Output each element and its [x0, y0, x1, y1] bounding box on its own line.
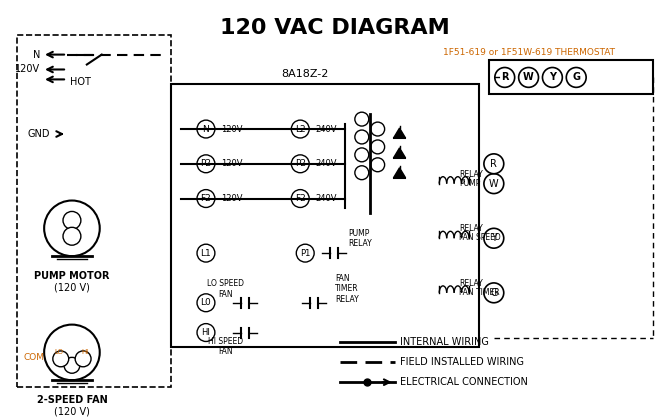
Text: Y: Y	[491, 233, 496, 243]
Circle shape	[484, 154, 504, 174]
Text: L2: L2	[295, 124, 306, 134]
Bar	[172, 84, 479, 347]
Text: W: W	[489, 178, 498, 189]
Polygon shape	[393, 168, 405, 178]
Text: R: R	[501, 72, 509, 83]
Circle shape	[291, 155, 309, 173]
Circle shape	[495, 67, 515, 87]
Text: GND: GND	[27, 129, 50, 139]
Circle shape	[296, 244, 314, 262]
Text: RELAY: RELAY	[459, 224, 483, 233]
Circle shape	[44, 325, 100, 380]
Circle shape	[197, 244, 215, 262]
Text: LO SPEED
FAN: LO SPEED FAN	[207, 279, 245, 299]
Text: F2: F2	[295, 194, 306, 203]
Text: F2: F2	[200, 194, 211, 203]
Text: ELECTRICAL CONNECTION: ELECTRICAL CONNECTION	[399, 377, 527, 387]
Text: HOT: HOT	[70, 78, 91, 88]
Text: N: N	[33, 49, 40, 59]
Circle shape	[75, 351, 91, 367]
Circle shape	[355, 112, 369, 126]
Polygon shape	[393, 148, 405, 158]
Bar	[17, 35, 172, 387]
Text: FAN SPEED: FAN SPEED	[459, 233, 501, 242]
Text: COM: COM	[23, 353, 44, 362]
Text: 240V: 240V	[315, 159, 336, 168]
Text: 1F51-619 or 1F51W-619 THERMOSTAT: 1F51-619 or 1F51W-619 THERMOSTAT	[443, 48, 614, 57]
Circle shape	[484, 228, 504, 248]
Text: 120V: 120V	[15, 65, 40, 75]
Circle shape	[291, 120, 309, 138]
Text: G: G	[572, 72, 580, 83]
Circle shape	[371, 158, 385, 172]
Text: 8A18Z-2: 8A18Z-2	[281, 70, 329, 80]
Circle shape	[197, 323, 215, 341]
Text: (120 V): (120 V)	[54, 407, 90, 417]
Circle shape	[566, 67, 586, 87]
Circle shape	[291, 190, 309, 207]
Text: FIELD INSTALLED WIRING: FIELD INSTALLED WIRING	[399, 357, 523, 367]
Text: (120 V): (120 V)	[54, 283, 90, 293]
Text: Y: Y	[549, 72, 556, 83]
Circle shape	[63, 212, 81, 229]
Circle shape	[53, 351, 69, 367]
Text: RELAY: RELAY	[459, 170, 483, 179]
Text: RELAY: RELAY	[459, 279, 483, 288]
Circle shape	[197, 190, 215, 207]
Text: 2-SPEED FAN: 2-SPEED FAN	[37, 395, 107, 405]
Text: R: R	[490, 159, 497, 169]
Circle shape	[355, 148, 369, 162]
Text: 120V: 120V	[221, 159, 243, 168]
Text: L1: L1	[200, 248, 211, 258]
Text: FAN TIMER: FAN TIMER	[459, 288, 500, 297]
Circle shape	[197, 120, 215, 138]
Text: HI: HI	[81, 349, 88, 355]
Circle shape	[63, 228, 81, 245]
Text: PUMP: PUMP	[459, 178, 480, 188]
Circle shape	[197, 155, 215, 173]
Circle shape	[64, 357, 80, 373]
Text: INTERNAL WIRING: INTERNAL WIRING	[399, 337, 488, 347]
Circle shape	[484, 174, 504, 194]
Text: 120 VAC DIAGRAM: 120 VAC DIAGRAM	[220, 18, 450, 38]
Bar	[489, 59, 653, 94]
Circle shape	[484, 283, 504, 303]
Text: L0: L0	[200, 298, 211, 307]
Polygon shape	[393, 128, 405, 138]
Text: PUMP MOTOR: PUMP MOTOR	[34, 271, 110, 281]
Text: P2: P2	[200, 159, 212, 168]
Circle shape	[543, 67, 562, 87]
Text: P1: P1	[300, 248, 310, 258]
Circle shape	[197, 294, 215, 312]
Text: PUMP
RELAY: PUMP RELAY	[348, 228, 372, 248]
Circle shape	[371, 122, 385, 136]
Text: P2: P2	[295, 159, 306, 168]
Text: HI SPEED
FAN: HI SPEED FAN	[208, 337, 243, 356]
Circle shape	[355, 130, 369, 144]
Text: 120V: 120V	[221, 194, 243, 203]
Circle shape	[519, 67, 539, 87]
Text: 240V: 240V	[315, 124, 336, 134]
Text: 120V: 120V	[221, 124, 243, 134]
Circle shape	[355, 166, 369, 180]
Text: LO: LO	[54, 349, 64, 355]
Text: W: W	[523, 72, 534, 83]
Circle shape	[371, 140, 385, 154]
Text: FAN
TIMER
RELAY: FAN TIMER RELAY	[335, 274, 358, 304]
Circle shape	[44, 201, 100, 256]
Text: G: G	[490, 288, 498, 298]
Text: HI: HI	[202, 328, 210, 337]
Text: N: N	[202, 124, 209, 134]
Text: 240V: 240V	[315, 194, 336, 203]
